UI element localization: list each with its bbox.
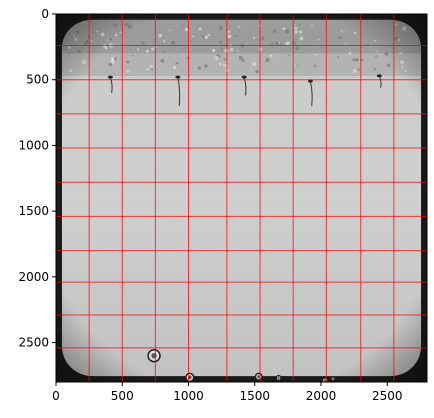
grid-lines [56, 14, 427, 382]
bubble-core [151, 353, 157, 359]
y-tick-label: 1500 [18, 204, 49, 218]
seedling-cotyledon [107, 75, 113, 79]
y-tick-label: 1000 [18, 138, 49, 152]
seedling-4 [307, 79, 313, 107]
seedling-cotyledon [175, 75, 181, 79]
x-tick-label: 500 [111, 389, 134, 403]
y-tick-label: 2500 [18, 336, 49, 350]
bubble-1 [147, 349, 161, 363]
seedling-root [243, 76, 247, 96]
seedling-cotyledon [307, 79, 313, 83]
x-tick-label: 0 [52, 389, 60, 403]
bubble-6 [330, 375, 336, 382]
bubble-core [277, 376, 280, 380]
x-tick-label: 2000 [306, 389, 337, 403]
y-axis-ticks: 0 500 1000 1500 2000 2500 [18, 7, 56, 350]
bubble-4 [275, 374, 282, 382]
x-tick-label: 1500 [239, 389, 270, 403]
seedling-1 [107, 75, 113, 93]
x-axis-ticks: 0 500 1000 1500 2000 2500 [52, 382, 403, 403]
seedling-3 [241, 75, 247, 96]
y-tick-label: 2000 [18, 270, 49, 284]
plate-image [56, 14, 427, 382]
seedling-root [309, 80, 313, 107]
x-tick-label: 2500 [372, 389, 403, 403]
seedling-cotyledon [376, 74, 382, 78]
y-tick-label: 0 [41, 7, 49, 21]
x-tick-label: 1000 [173, 389, 204, 403]
bubble-core [332, 377, 334, 380]
bubble-core [257, 375, 261, 379]
bubble-core [323, 379, 327, 382]
bubble-2 [185, 372, 195, 382]
bubble-5 [321, 377, 329, 382]
image-vignette [56, 14, 427, 382]
bubble-3 [254, 372, 263, 381]
seedling-5 [376, 74, 382, 88]
seedling-cotyledon [241, 75, 247, 79]
y-tick-label: 500 [26, 73, 49, 87]
axes-frame [55, 13, 428, 383]
